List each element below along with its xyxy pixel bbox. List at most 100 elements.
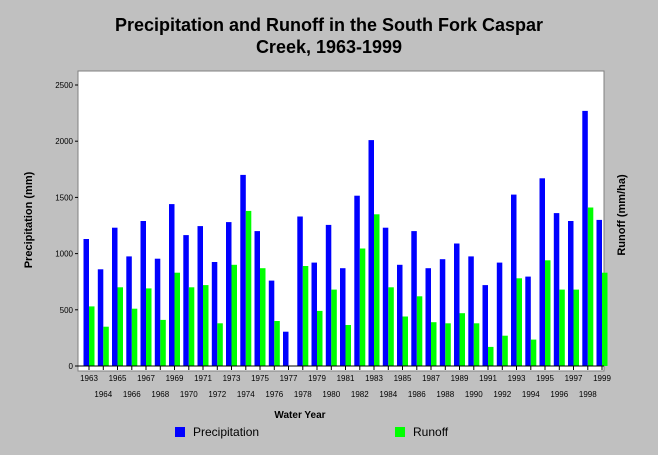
y-tick-label: 2000 [55, 137, 73, 146]
bar-runoff-1971 [203, 285, 209, 366]
bar-runoff-1969 [174, 272, 180, 366]
y-axis-label-right: Runoff (mm/ha) [616, 174, 628, 256]
x-tick-label: 1994 [522, 390, 540, 399]
x-tick-label: 1985 [394, 374, 412, 383]
legend-swatch-runoff [395, 427, 405, 437]
x-tick-label: 1988 [436, 390, 454, 399]
x-tick-label: 1971 [194, 374, 212, 383]
legend-item-runoff: Runoff [395, 425, 448, 439]
bar-runoff-1988 [445, 323, 451, 366]
x-tick-label: 1992 [493, 390, 511, 399]
legend-item-precipitation: Precipitation [175, 425, 259, 439]
x-tick-label: 1972 [208, 390, 226, 399]
bar-runoff-1999 [602, 272, 608, 366]
bar-runoff-1978 [302, 266, 309, 366]
bar-precipitation-1998 [582, 110, 588, 367]
bar-runoff-1963 [89, 306, 95, 366]
bar-runoff-1975 [260, 268, 266, 366]
bar-precipitation-1979 [311, 262, 317, 366]
bar-precipitation-1983 [368, 140, 374, 366]
x-tick-label: 1982 [351, 390, 369, 399]
bar-precipitation-1971 [197, 226, 203, 366]
x-tick-label: 1999 [593, 374, 611, 383]
x-tick-label: 1964 [94, 390, 112, 399]
chart-title-line-1: Precipitation and Runoff in the South Fo… [114, 15, 544, 35]
x-tick-label: 1963 [80, 374, 98, 383]
bar-precipitation-1976 [268, 280, 275, 366]
bar-precipitation-1964 [97, 269, 104, 366]
bar-precipitation-1992 [496, 262, 503, 366]
bar-precipitation-1978 [297, 216, 303, 366]
bar-runoff-1993 [516, 278, 522, 366]
x-tick-label: 1996 [550, 390, 568, 399]
x-tick-label: 1974 [237, 390, 255, 399]
y-tick-label: 1500 [55, 193, 73, 202]
legend-label-runoff: Runoff [413, 425, 449, 439]
chart-title-line-2: Creek, 1963-1999 [255, 37, 403, 57]
bar-precipitation-1974 [240, 174, 246, 366]
bar-precipitation-1986 [411, 231, 417, 366]
x-tick-label: 1965 [109, 374, 127, 383]
bar-precipitation-1997 [568, 221, 574, 366]
bar-precipitation-1990 [468, 256, 474, 366]
bar-runoff-1974 [245, 210, 252, 366]
bar-precipitation-1981 [340, 268, 346, 366]
bar-runoff-1979 [317, 310, 323, 366]
x-tick-label: 1987 [422, 374, 440, 383]
y-axis-label-left: Precipitation (mm) [23, 171, 35, 269]
x-tick-label: 1980 [322, 390, 340, 399]
bar-precipitation-1969 [169, 204, 175, 366]
bar-runoff-1973 [231, 264, 237, 366]
x-tick-label: 1970 [180, 390, 198, 399]
y-tick-label: 0 [69, 362, 74, 371]
x-tick-label: 1993 [508, 374, 526, 383]
bar-precipitation-1963 [83, 239, 89, 366]
x-tick-label: 1989 [451, 374, 469, 383]
bar-precipitation-1999 [596, 219, 602, 366]
axes-group: 1963 1964 1965 1966 1967 1968 1969 1970 1971 1972… [55, 81, 611, 399]
x-tick-label: 1966 [123, 390, 141, 399]
bar-runoff-1983 [374, 214, 380, 366]
bar-runoff-1990 [473, 323, 480, 366]
x-tick-label: 1986 [408, 390, 426, 399]
chart-title: Precipitation and Runoff in the South Fo… [0, 14, 658, 58]
x-tick-label: 1977 [280, 374, 298, 383]
bar-runoff-1989 [459, 313, 465, 366]
x-tick-label: 1967 [137, 374, 155, 383]
x-tick-label: 1998 [579, 390, 597, 399]
bar-precipitation-1988 [439, 259, 446, 366]
x-tick-label: 1973 [223, 374, 241, 383]
legend-swatch-precipitation [175, 427, 185, 437]
bar-precipitation-1973 [226, 222, 232, 366]
bar-precipitation-1965 [112, 227, 118, 366]
x-tick-label: 1976 [265, 390, 283, 399]
bar-precipitation-1985 [397, 264, 403, 366]
bar-precipitation-1977 [283, 331, 289, 366]
bar-runoff-1996 [559, 289, 565, 366]
bar-precipitation-1966 [126, 256, 132, 366]
x-axis-label: Water Year [274, 410, 326, 421]
x-tick-label: 1978 [294, 390, 312, 399]
bar-runoff-1964 [103, 326, 109, 366]
x-tick-label: 1981 [337, 374, 355, 383]
bar-precipitation-1975 [254, 231, 260, 366]
bar-runoff-1985 [402, 316, 408, 366]
bar-precipitation-1987 [425, 268, 431, 366]
bar-runoff-1992 [502, 335, 508, 366]
x-tick-label: 1995 [536, 374, 554, 383]
bar-runoff-1998 [587, 207, 594, 366]
x-tick-label: 1969 [166, 374, 184, 383]
bar-runoff-1982 [359, 248, 366, 366]
bar-precipitation-1993 [511, 194, 517, 366]
bar-runoff-1994 [530, 339, 537, 366]
bar-runoff-1991 [488, 346, 494, 366]
bar-runoff-1986 [416, 296, 423, 366]
x-tick-label: 1979 [308, 374, 326, 383]
x-tick-label: 1968 [151, 390, 169, 399]
x-tick-label: 1990 [465, 390, 483, 399]
y-tick-label: 1000 [55, 250, 73, 259]
bar-runoff-1965 [117, 287, 123, 366]
bar-runoff-1976 [274, 321, 280, 366]
bar-runoff-1968 [160, 319, 166, 366]
